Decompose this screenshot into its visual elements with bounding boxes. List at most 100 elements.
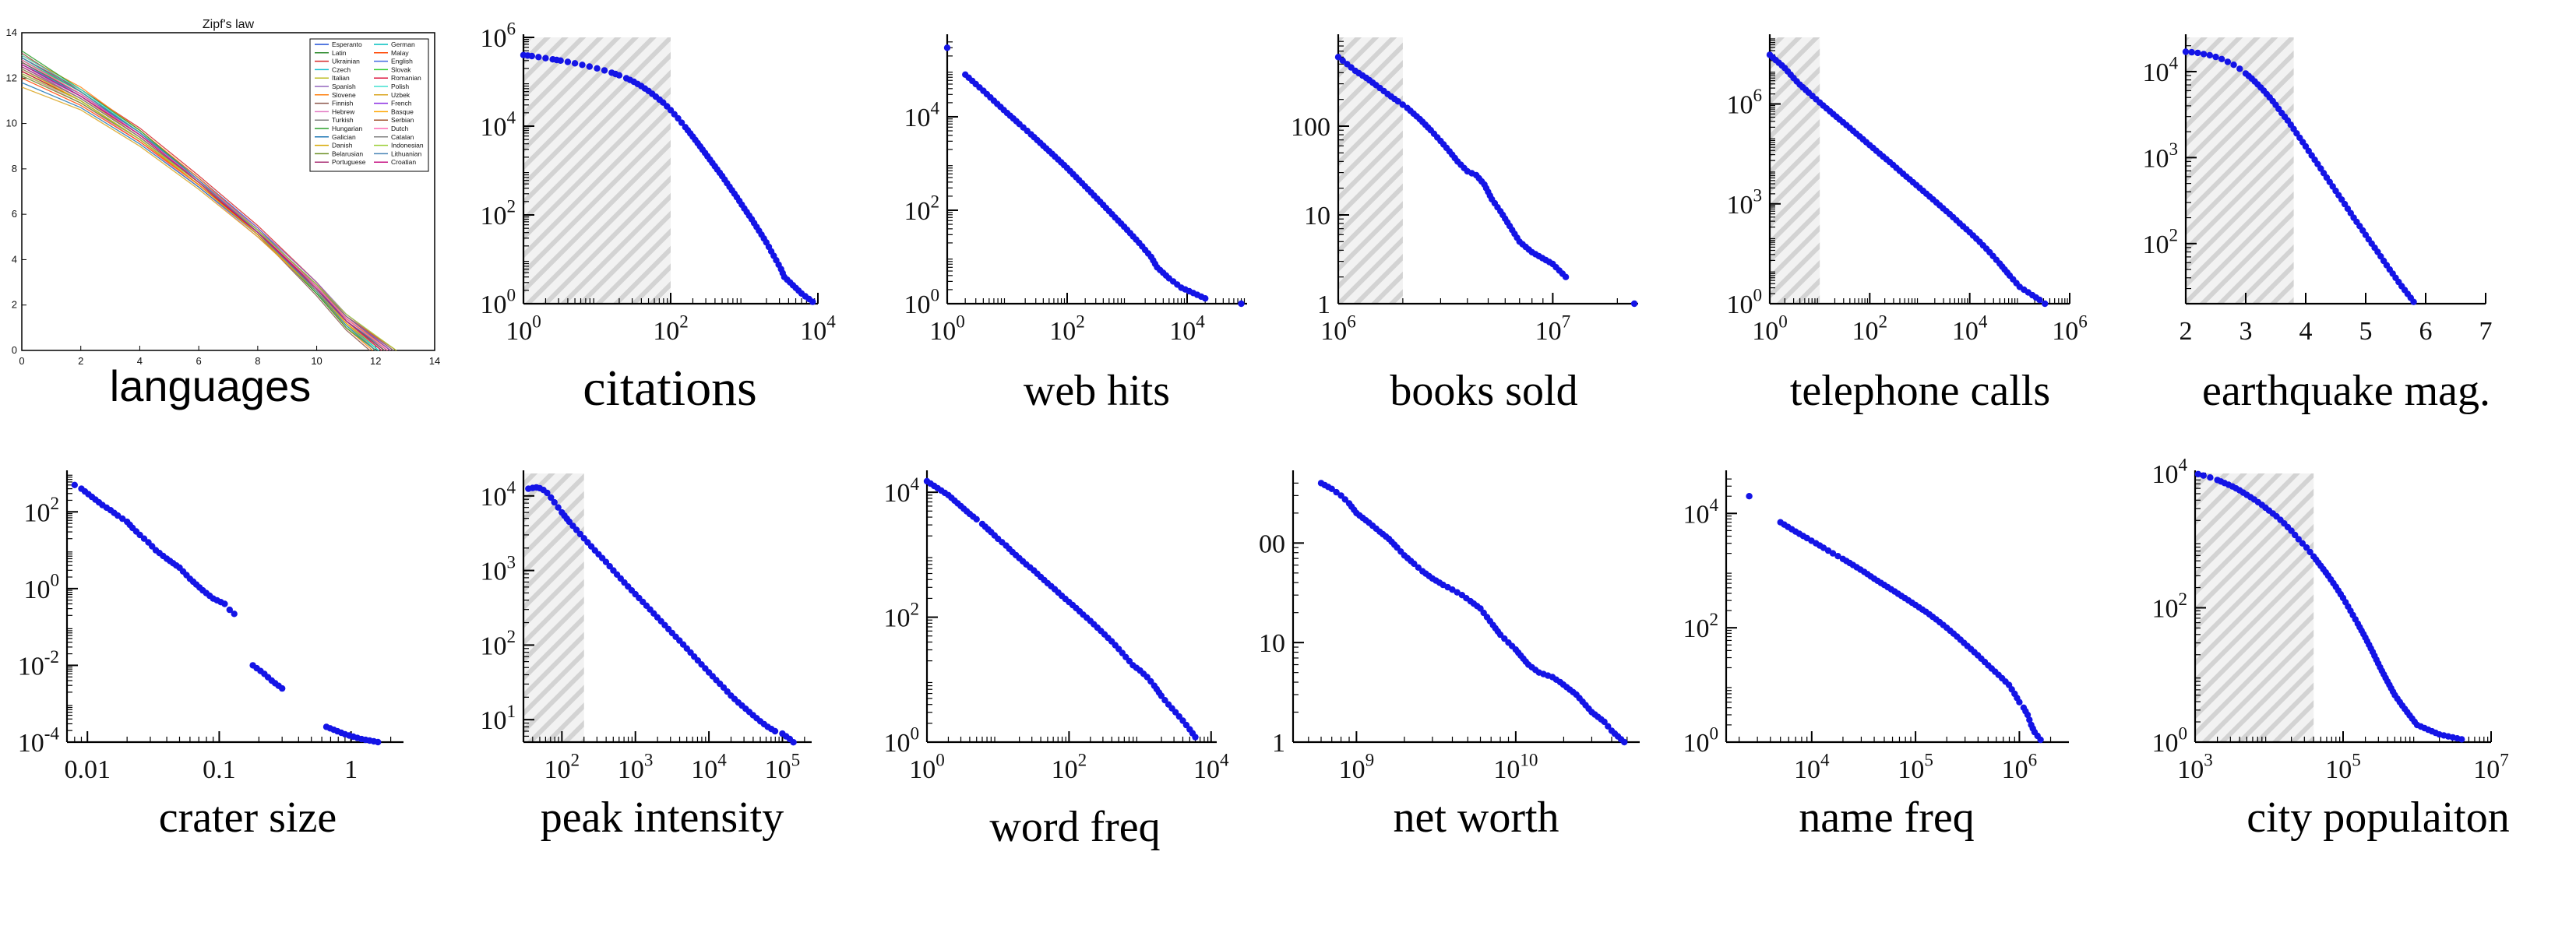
legend-entry: Portuguese [332, 158, 366, 166]
legend-entry: English [391, 58, 413, 65]
data-point [136, 531, 143, 539]
data-point [1601, 718, 1608, 726]
x-tick-label: 106 [1320, 312, 1356, 346]
y-tick-label: 10 [6, 118, 17, 129]
y-tick-label: 100 [480, 286, 516, 319]
legend [309, 38, 429, 172]
y-tick-label: 106 [1726, 86, 1762, 119]
data-point [1411, 560, 1418, 568]
x-tick-label: 10 [311, 355, 322, 367]
x-tick-label: 8 [255, 355, 260, 367]
x-tick-label: 109 [1339, 751, 1375, 784]
data-point [2036, 296, 2043, 304]
data-point [1334, 54, 1342, 61]
data-point [1158, 692, 1165, 699]
chart-caption: books sold [1390, 367, 1577, 415]
data-point [1328, 485, 1335, 492]
chart-caption: web hits [1024, 367, 1170, 415]
data-point [231, 611, 238, 618]
x-tick-label: 107 [1535, 312, 1571, 346]
shaded-region [523, 37, 671, 304]
chart-caption: languages [110, 361, 311, 410]
chart-city-population: city populaiton 103 105 107 100 102 104 [2151, 456, 2509, 842]
data-point [2200, 472, 2207, 479]
y-tick-label: 100 [883, 724, 919, 758]
data-point [115, 512, 122, 519]
data-point [1415, 564, 1422, 571]
y-tick-label: 100 [23, 571, 59, 604]
y-tick-label: 104 [480, 478, 516, 512]
legend-entry: Slovene [332, 91, 356, 99]
data-point [221, 600, 228, 607]
x-tick-label: 6 [2419, 317, 2433, 346]
x-tick-label: 106 [2002, 751, 2038, 784]
y-tick-label: 106 [480, 19, 516, 53]
y-tick-label: 100 [1726, 286, 1762, 319]
data-point [1621, 738, 1628, 746]
shaded-region [2186, 37, 2294, 304]
x-tick-label: 104 [800, 312, 836, 346]
data-point [1829, 550, 1837, 557]
legend-entry: Spanish [332, 83, 356, 90]
data-point [606, 563, 613, 570]
x-tick-label: 104 [1193, 751, 1229, 784]
data-point [2042, 300, 2049, 308]
data-point [1202, 295, 1209, 302]
x-tick-label: 100 [929, 312, 965, 346]
legend-entry: Czech [332, 65, 351, 73]
data-point [1337, 492, 1344, 499]
chart-caption: peak intensity [541, 794, 784, 842]
data-point [1746, 493, 1753, 500]
data-point [2236, 65, 2243, 72]
y-tick-label: 102 [904, 192, 939, 226]
legend-entry: Esperanto [332, 40, 362, 48]
data-point [579, 62, 586, 69]
data-point [615, 72, 623, 79]
chart-word-freq: word freq 100 102 104 100 102 104 [883, 470, 1229, 851]
data-point [542, 55, 549, 62]
chart-languages: languages Zipf's law 0 2 4 6 8 10 12 14 0 2 4 6 8 10 12 1… [6, 18, 441, 410]
y-tick-label: 8 [12, 163, 17, 174]
data-point [1394, 98, 1402, 105]
data-point [528, 52, 535, 60]
y-tick-label: 103 [480, 552, 516, 586]
data-point [1341, 496, 1349, 503]
y-tick-label: 10-4 [18, 724, 60, 758]
x-tick-label: 100 [506, 312, 541, 346]
legend-entry: Galician [332, 133, 356, 141]
y-tick-label: 102 [2151, 589, 2187, 623]
data-point [548, 494, 555, 501]
y-tick-label: 104 [1683, 495, 1718, 529]
x-tick-label: 0.01 [64, 755, 111, 784]
data-point [1144, 674, 1151, 681]
data-point [1161, 697, 1168, 704]
chart-crater-size: crater size 0.01 0.1 1 10-4 10-2 100 102 [18, 470, 403, 842]
data-point [2207, 474, 2214, 481]
chart-peak-intensity: peak intensity 102 103 104 105 101 102 103 104 [480, 470, 812, 842]
y-tick-label: 102 [23, 494, 59, 527]
y-tick-label: 102 [883, 599, 919, 632]
data-point [2458, 736, 2465, 743]
legend-entry: Dutch [391, 125, 408, 132]
y-tick-label: 6 [12, 208, 17, 220]
x-tick-label: 107 [2473, 751, 2509, 784]
data-point [544, 489, 551, 497]
y-tick-label: 104 [2142, 54, 2178, 87]
chart-caption: word freq [989, 803, 1160, 851]
data-point [2218, 55, 2225, 63]
legend-entry: Finnish [332, 100, 354, 107]
data-point [2224, 58, 2232, 65]
x-tick-label: 2 [78, 355, 83, 367]
y-tick-label: 102 [480, 197, 516, 230]
y-tick-label: 104 [904, 99, 939, 132]
data-point [2299, 540, 2306, 547]
y-tick-label: 10-2 [18, 647, 59, 681]
series-line-croatian [21, 64, 382, 351]
data-point [1496, 631, 1504, 639]
y-tick-label: 102 [2142, 226, 2178, 259]
x-tick-label: 103 [2177, 751, 2213, 784]
x-tick-label: 100 [1752, 312, 1788, 346]
x-tick-label: 105 [2325, 751, 2361, 784]
